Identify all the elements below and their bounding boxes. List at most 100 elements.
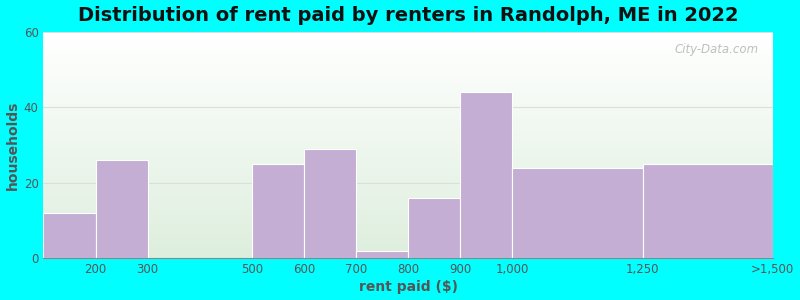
Bar (43, 210, 773, 212)
Bar (43, 121, 773, 122)
Bar (43, 32, 773, 33)
Bar (43, 77, 773, 79)
Bar (252, 164, 304, 258)
Y-axis label: households: households (6, 100, 19, 190)
Bar (43, 201, 773, 202)
Bar (43, 107, 773, 109)
Bar (43, 150, 773, 151)
Bar (43, 140, 773, 142)
Bar (43, 63, 773, 65)
Bar (43, 92, 773, 94)
Bar (43, 220, 773, 222)
Bar (43, 38, 773, 39)
Bar (43, 213, 773, 214)
Bar (43, 245, 773, 246)
Bar (642, 164, 773, 258)
Bar (43, 33, 773, 35)
Bar (43, 239, 773, 240)
Bar (43, 60, 773, 62)
Bar (43, 53, 773, 54)
Bar (460, 92, 512, 258)
Bar (408, 198, 460, 258)
Bar (43, 80, 773, 82)
Bar (43, 86, 773, 88)
Bar (43, 231, 773, 233)
Bar (43, 130, 773, 131)
Bar (43, 98, 773, 100)
Bar (43, 119, 773, 121)
Bar (43, 35, 773, 36)
Bar (43, 137, 773, 139)
X-axis label: rent paid ($): rent paid ($) (358, 280, 458, 294)
Bar (43, 59, 773, 60)
Bar (43, 76, 773, 77)
Bar (43, 166, 773, 168)
Bar (43, 128, 773, 130)
Bar (43, 230, 773, 231)
Bar (43, 136, 773, 137)
Bar (43, 196, 773, 198)
Bar (43, 255, 773, 257)
Bar (43, 169, 773, 171)
Bar (43, 174, 773, 175)
Bar (43, 163, 773, 165)
Bar (43, 254, 773, 255)
Bar (43, 178, 773, 180)
Bar (43, 91, 773, 92)
Bar (43, 233, 773, 234)
Bar (43, 88, 773, 89)
Bar (43, 248, 773, 249)
Bar (43, 165, 773, 166)
Bar (43, 68, 773, 70)
Bar (43, 172, 773, 174)
Bar (43, 184, 773, 186)
Bar (43, 228, 773, 230)
Bar (43, 47, 773, 48)
Bar (43, 65, 773, 66)
Bar (43, 139, 773, 140)
Bar (43, 124, 773, 125)
Bar (43, 39, 773, 41)
Bar (43, 36, 773, 38)
Bar (43, 186, 773, 188)
Bar (43, 115, 773, 116)
Bar (43, 82, 773, 83)
Bar (43, 240, 773, 242)
Bar (43, 227, 773, 228)
Bar (43, 57, 773, 59)
Bar (43, 113, 773, 115)
Bar (43, 127, 773, 128)
Bar (43, 159, 773, 160)
Bar (43, 73, 773, 74)
Bar (43, 143, 773, 145)
Bar (43, 180, 773, 181)
Bar (43, 74, 773, 76)
Bar (43, 156, 773, 157)
Bar (43, 41, 773, 42)
Bar (43, 100, 773, 101)
Bar (43, 148, 773, 150)
Bar (43, 112, 773, 113)
Bar (43, 189, 773, 190)
Bar (43, 94, 773, 95)
Bar (43, 83, 773, 85)
Bar (43, 110, 773, 112)
Bar (512, 168, 642, 258)
Bar (43, 70, 773, 71)
Bar (43, 218, 773, 219)
Bar (43, 89, 773, 91)
Bar (43, 194, 773, 195)
Bar (43, 216, 773, 218)
Bar (43, 213, 95, 258)
Bar (43, 125, 773, 127)
Bar (356, 251, 408, 258)
Bar (43, 97, 773, 98)
Bar (43, 175, 773, 177)
Bar (43, 224, 773, 225)
Bar (43, 214, 773, 216)
Bar (43, 249, 773, 251)
Bar (43, 154, 773, 156)
Bar (95, 160, 148, 258)
Bar (43, 56, 773, 57)
Bar (43, 79, 773, 80)
